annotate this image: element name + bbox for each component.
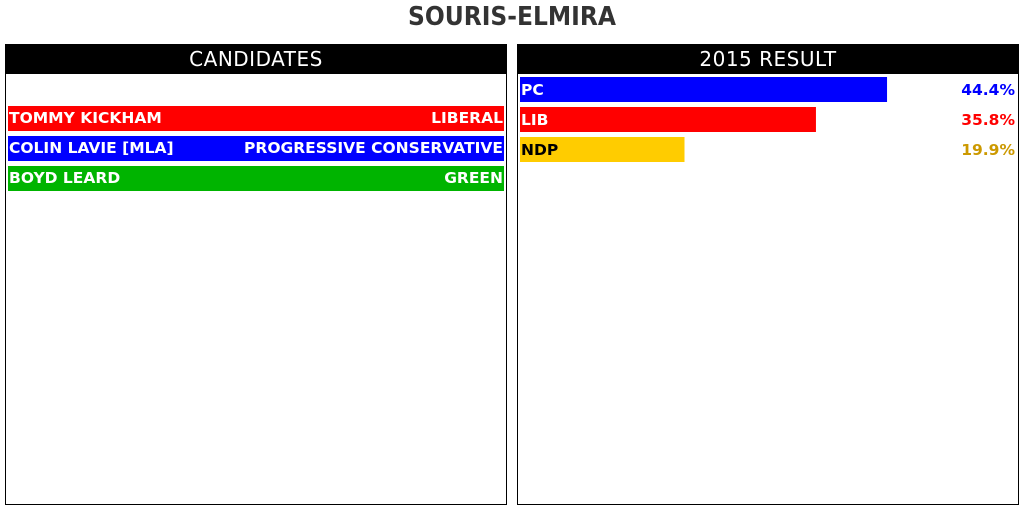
candidate-party: GREEN — [444, 169, 503, 187]
result-bar-lib — [520, 107, 816, 132]
candidates-panel: CANDIDATES TOMMY KICKHAM LIBERAL COLIN L… — [5, 44, 507, 505]
result-bar-label: NDP — [521, 141, 558, 159]
candidate-row: BOYD LEARD GREEN — [8, 166, 504, 191]
result-bar-ndp — [520, 137, 685, 162]
result-bar-label: PC — [521, 81, 544, 99]
candidate-row: COLIN LAVIE [MLA] PROGRESSIVE CONSERVATI… — [8, 136, 504, 161]
result-bar-label: LIB — [521, 111, 548, 129]
result-value-label: 44.4% — [961, 81, 1015, 99]
candidate-list: TOMMY KICKHAM LIBERAL COLIN LAVIE [MLA] … — [8, 106, 504, 196]
candidate-party: LIBERAL — [431, 109, 503, 127]
result-bar-chart: PC 44.4% LIB 35.8% NDP 19.9% — [520, 77, 1015, 162]
candidate-name: COLIN LAVIE [MLA] — [9, 139, 174, 157]
result-header: 2015 RESULT — [518, 45, 1018, 74]
result-value-label: 35.8% — [961, 111, 1015, 129]
candidate-name: TOMMY KICKHAM — [9, 109, 162, 127]
candidate-party: PROGRESSIVE CONSERVATIVE — [244, 139, 503, 157]
candidate-row: TOMMY KICKHAM LIBERAL — [8, 106, 504, 131]
result-panel: 2015 RESULT PC 44.4% LIB 35.8% NDP 19.9% — [517, 44, 1019, 505]
candidates-header: CANDIDATES — [6, 45, 506, 74]
result-bar-pc — [520, 77, 888, 102]
candidate-name: BOYD LEARD — [9, 169, 121, 187]
result-value-label: 19.9% — [961, 141, 1015, 159]
page-title: SOURIS-ELMIRA — [408, 2, 616, 32]
